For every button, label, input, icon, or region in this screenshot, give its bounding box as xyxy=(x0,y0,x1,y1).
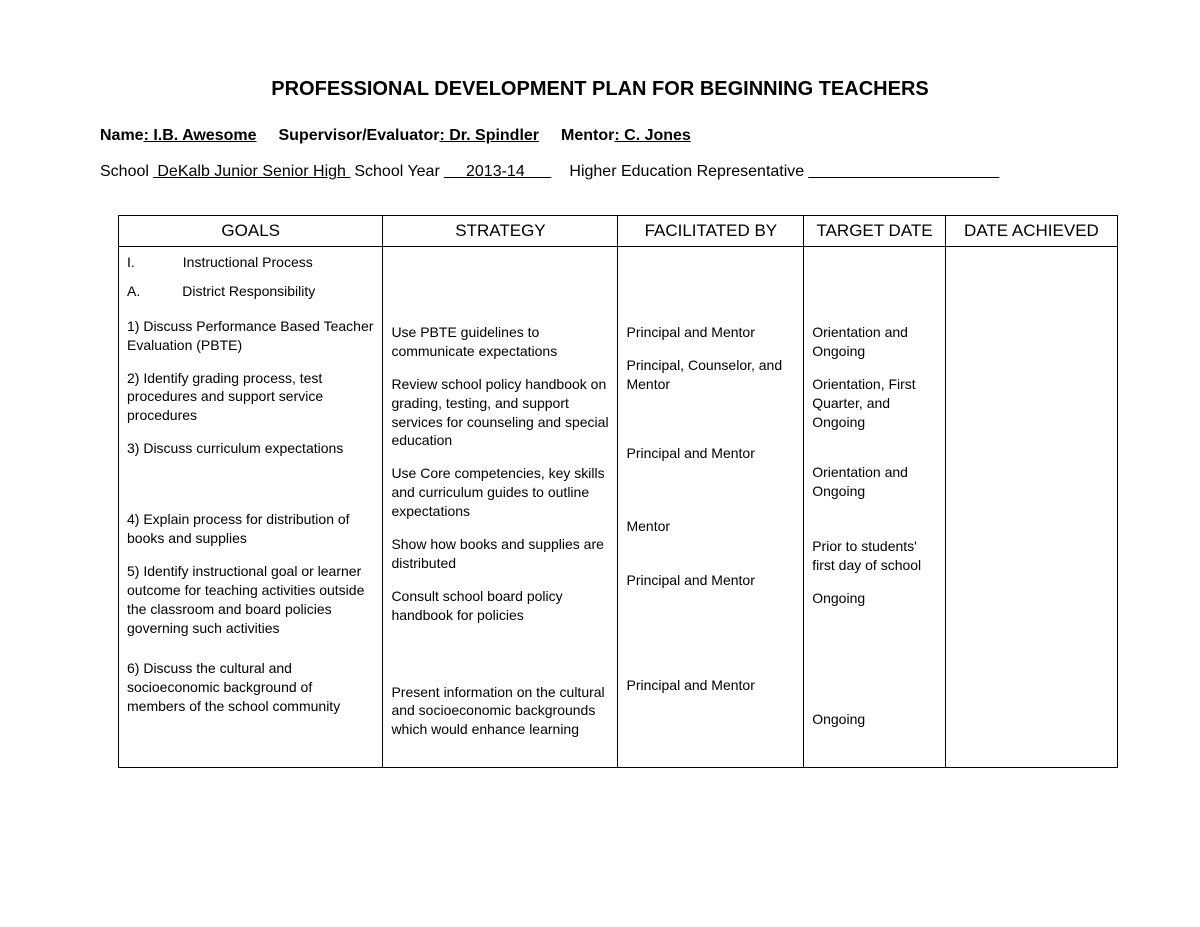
supervisor-label: Supervisor/Evaluator xyxy=(279,127,440,144)
mentor-value: : C. Jones xyxy=(614,127,690,144)
school-value: DeKalb Junior Senior High xyxy=(153,163,350,181)
goal-item: 1) Discuss Performance Based Teacher Eva… xyxy=(127,317,374,355)
rep-value xyxy=(808,163,999,181)
year-value: 2013-14 xyxy=(444,163,552,181)
goal-item: 6) Discuss the cultural and socioeconomi… xyxy=(127,659,374,716)
target-item: Orientation and Ongoing xyxy=(812,463,937,501)
facilitated-item: Principal and Mentor xyxy=(626,571,795,590)
header-line-1: Name: I.B. Awesome Supervisor/Evaluator:… xyxy=(100,127,1100,145)
cell-strategy: Use PBTE guidelines to communicate expec… xyxy=(383,247,618,768)
facilitated-item: Principal, Counselor, and Mentor xyxy=(626,356,795,394)
target-item: Prior to students' first day of school xyxy=(812,537,937,575)
supervisor-field: Supervisor/Evaluator: Dr. Spindler xyxy=(279,127,540,145)
facilitated-item: Mentor xyxy=(626,517,795,536)
letter-title: District Responsibility xyxy=(182,282,315,301)
cell-goals: I. Instructional Process A. District Res… xyxy=(119,247,383,768)
target-item: Orientation and Ongoing xyxy=(812,323,937,361)
section-letter: A. District Responsibility xyxy=(127,282,374,301)
table-row: I. Instructional Process A. District Res… xyxy=(119,247,1118,768)
cell-facilitated: Principal and Mentor Principal, Counselo… xyxy=(618,247,804,768)
goal-item: 5) Identify instructional goal or learne… xyxy=(127,562,374,638)
school-label: School xyxy=(100,163,149,181)
name-field: Name: I.B. Awesome xyxy=(100,127,257,145)
strategy-item: Use PBTE guidelines to communicate expec… xyxy=(391,323,609,361)
col-header-facilitated: FACILITATED BY xyxy=(618,216,804,247)
strategy-item: Review school policy handbook on grading… xyxy=(391,375,609,451)
mentor-label: Mentor xyxy=(561,127,614,144)
name-label: Name xyxy=(100,127,144,144)
goal-item: 4) Explain process for distribution of b… xyxy=(127,510,374,548)
page-title: PROFESSIONAL DEVELOPMENT PLAN FOR BEGINN… xyxy=(100,78,1100,101)
strategy-item: Present information on the cultural and … xyxy=(391,683,609,740)
table-header-row: GOALS STRATEGY FACILITATED BY TARGET DAT… xyxy=(119,216,1118,247)
facilitated-item: Principal and Mentor xyxy=(626,444,795,463)
facilitated-item: Principal and Mentor xyxy=(626,323,795,342)
col-header-achieved: DATE ACHIEVED xyxy=(945,216,1117,247)
roman-title: Instructional Process xyxy=(183,253,313,272)
section-roman: I. Instructional Process xyxy=(127,253,374,272)
year-label: School Year xyxy=(354,163,439,181)
goal-item: 3) Discuss curriculum expectations xyxy=(127,439,374,458)
strategy-item: Consult school board policy handbook for… xyxy=(391,587,609,625)
supervisor-value: : Dr. Spindler xyxy=(439,127,539,144)
plan-table: GOALS STRATEGY FACILITATED BY TARGET DAT… xyxy=(118,215,1118,768)
col-header-strategy: STRATEGY xyxy=(383,216,618,247)
strategy-item: Use Core competencies, key skills and cu… xyxy=(391,464,609,521)
col-header-target: TARGET DATE xyxy=(804,216,946,247)
cell-achieved xyxy=(945,247,1117,768)
letter-label: A. xyxy=(127,282,140,301)
name-value: : I.B. Awesome xyxy=(144,127,257,144)
target-item: Ongoing xyxy=(812,589,937,608)
facilitated-item: Principal and Mentor xyxy=(626,676,795,695)
cell-target: Orientation and Ongoing Orientation, Fir… xyxy=(804,247,946,768)
roman-numeral: I. xyxy=(127,253,135,272)
goal-item: 2) Identify grading process, test proced… xyxy=(127,369,374,426)
rep-label: Higher Education Representative xyxy=(569,163,804,181)
target-item: Ongoing xyxy=(812,710,937,729)
strategy-item: Show how books and supplies are distribu… xyxy=(391,535,609,573)
target-item: Orientation, First Quarter, and Ongoing xyxy=(812,375,937,432)
header-line-2: School DeKalb Junior Senior High School … xyxy=(100,163,1100,181)
mentor-field: Mentor: C. Jones xyxy=(561,127,691,145)
col-header-goals: GOALS xyxy=(119,216,383,247)
